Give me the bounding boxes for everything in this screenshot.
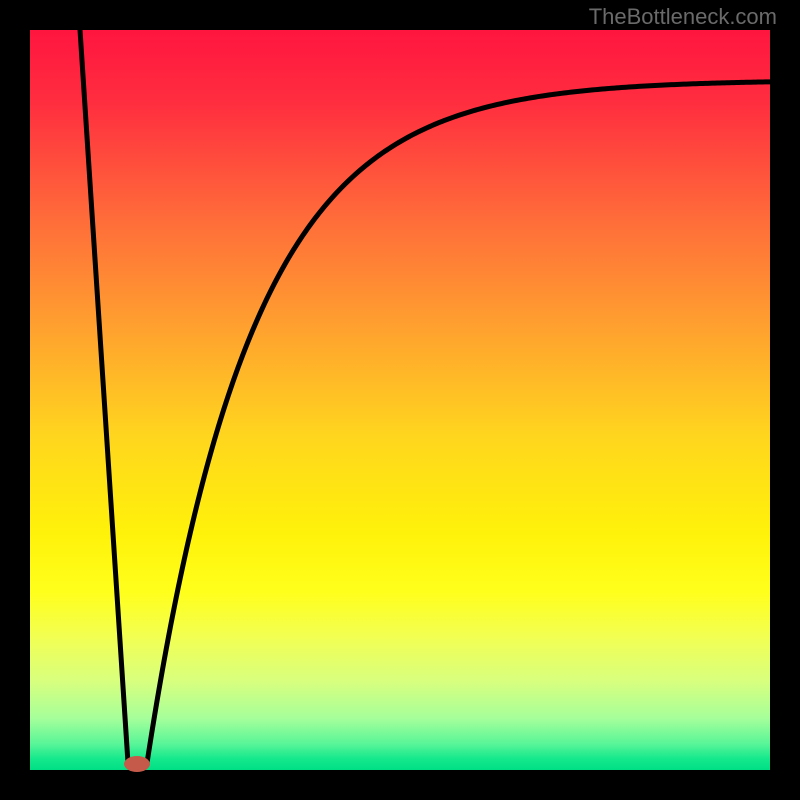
watermark-text: TheBottleneck.com [589, 4, 777, 29]
chart-container: TheBottleneck.com [0, 0, 800, 800]
minimum-marker [124, 756, 150, 772]
bottleneck-chart: TheBottleneck.com [0, 0, 800, 800]
